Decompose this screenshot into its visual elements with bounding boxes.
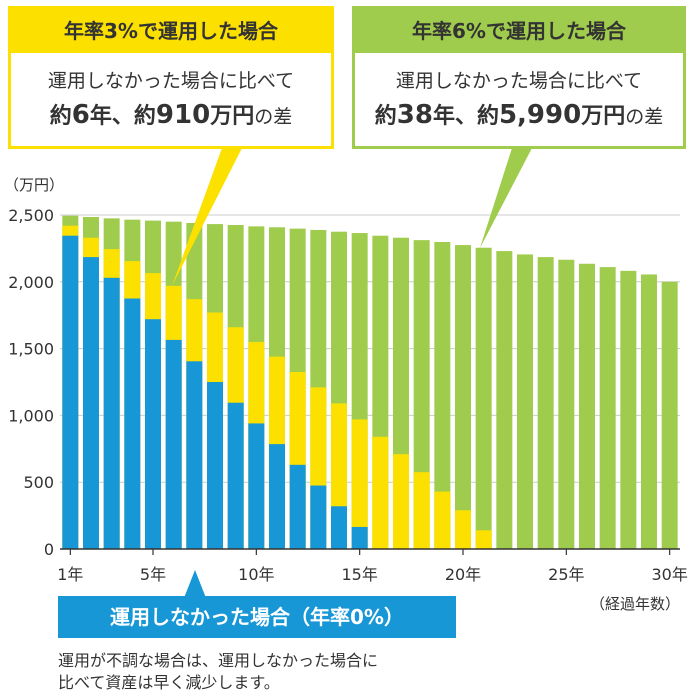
bar-series-2-year-8 [207, 382, 223, 549]
bar-series-1-year-20 [455, 510, 471, 549]
y-tick-label: 1,500 [8, 340, 54, 359]
x-tick-label: 1年 [57, 565, 83, 584]
y-tick-label: 0 [44, 540, 54, 559]
bar-series-0-year-19 [434, 241, 451, 550]
bar-series-2-year-13 [310, 485, 327, 549]
callout-6-amount: 5,990 [498, 100, 582, 130]
bar-series-2-year-10 [248, 423, 265, 549]
y-tick-label: 1,000 [8, 406, 54, 425]
bar-series-2-year-7 [186, 361, 203, 549]
callout-6-line2: 約38年、約5,990万円の差 [374, 100, 664, 130]
callout-3-line1: 運用しなかった場合に比べて [47, 70, 295, 92]
x-tick-label: 15年 [341, 565, 377, 584]
callout-6-pointer [480, 148, 532, 248]
bar-series-0-year-28 [620, 270, 637, 549]
bar-series-0-year-22 [496, 251, 513, 549]
callout-0-note-line2: 比べて資産は早く減少します。 [58, 673, 280, 692]
callout-0-note: 運用が不調な場合は、運用しなかった場合に 比べて資産は早く減少します。 [58, 650, 498, 694]
bar-series-0-year-26 [579, 263, 595, 549]
bar-series-0-year-23 [517, 254, 533, 550]
bars [62, 215, 678, 550]
bar-series-2-year-6 [165, 339, 182, 549]
bar-series-0-year-30 [661, 281, 678, 549]
y-axis-unit-label: （万円） [4, 176, 65, 194]
grid-lines [60, 214, 680, 483]
callout-6-years: 38 [396, 100, 433, 130]
bar-series-2-year-11 [269, 444, 285, 549]
callout-3-body: 運用しなかった場合に比べて 約6年、約910万円の差 [11, 64, 331, 134]
callout-pointers [172, 148, 532, 598]
bar-series-0-year-29 [641, 274, 657, 549]
axes: 0 500 1,000 1,500 2,000 2,500 1年 5年 10年 15年 20年 25年… [8, 206, 688, 584]
callout-6-line1: 運用しなかった場合に比べて [395, 70, 643, 92]
callout-3-amount: 910 [155, 100, 211, 130]
bar-series-0-year-21 [475, 247, 492, 549]
bar-series-0-year-27 [599, 267, 616, 549]
x-tick-label: 30年 [651, 565, 687, 584]
callout-3-line2: 約6年、約910万円の差 [49, 100, 293, 130]
callout-6-percent: 年率6%で運用した場合 運用しなかった場合に比べて 約38年、約5,990万円の… [352, 6, 686, 149]
callout-3-years: 6 [71, 100, 90, 130]
bar-series-2-year-9 [227, 402, 244, 549]
callout-3-pointer [172, 148, 242, 286]
callout-3-percent: 年率3%で運用した場合 運用しなかった場合に比べて 約6年、約910万円の差 [8, 6, 334, 149]
bar-series-1-year-18 [413, 472, 430, 549]
x-tick-label: 5年 [140, 565, 166, 584]
bar-series-2-year-3 [103, 277, 120, 549]
callout-6-title: 年率6%で運用した場合 [355, 9, 683, 53]
y-tick-label: 2,000 [8, 273, 54, 292]
bar-series-0-year-24 [537, 257, 554, 549]
bar-series-2-year-2 [83, 257, 99, 549]
bar-series-2-year-5 [145, 319, 161, 549]
bar-series-0-year-20 [455, 245, 471, 549]
bar-series-2-year-15 [351, 526, 368, 549]
x-tick-label: 20年 [445, 565, 481, 584]
callout-6-body: 運用しなかった場合に比べて 約38年、約5,990万円の差 [355, 64, 683, 134]
callout-0-percent-title: 運用しなかった場合（年率0%） [58, 596, 456, 638]
y-tick-label: 500 [23, 473, 54, 492]
callout-0-note-line1: 運用が不調な場合は、運用しなかった場合に [58, 651, 379, 670]
bar-series-1-year-15 [351, 419, 368, 549]
bar-series-0-year-18 [413, 240, 430, 549]
x-tick-label: 10年 [238, 565, 274, 584]
bar-series-1-year-21 [475, 530, 492, 549]
x-axis-unit-label: （経過年数） [590, 595, 681, 613]
x-tick-label: 25年 [548, 565, 584, 584]
bar-series-0-year-25 [558, 259, 575, 549]
y-tick-label: 2,500 [8, 206, 54, 225]
bar-series-1-year-19 [434, 491, 451, 549]
callout-0-pointer [184, 570, 206, 598]
bar-series-2-year-1 [62, 235, 79, 549]
bar-series-2-year-12 [289, 464, 306, 549]
bar-series-1-year-17 [393, 454, 409, 549]
bar-series-2-year-4 [124, 298, 141, 549]
callout-3-title: 年率3%で運用した場合 [11, 9, 331, 53]
bar-series-1-year-16 [372, 436, 389, 549]
bar-series-2-year-14 [331, 506, 347, 549]
